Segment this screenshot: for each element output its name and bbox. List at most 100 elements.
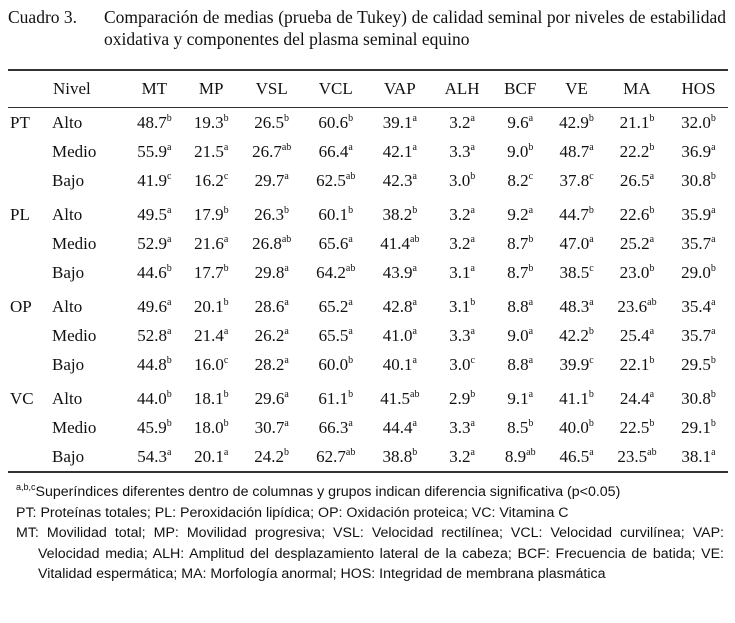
cell: 62.7ab	[304, 442, 368, 472]
cell-value: 21.1	[619, 112, 650, 132]
cell: 49.6a	[126, 292, 183, 321]
cell-value: 26.7	[252, 141, 282, 161]
cell-superscript: a	[284, 296, 289, 308]
cell-superscript: b	[588, 417, 594, 429]
cell: 42.2b	[548, 321, 605, 350]
header-cell: BCF	[504, 79, 537, 98]
cell-superscript: a	[589, 296, 594, 308]
cell-superscript: b	[166, 417, 172, 429]
cell-value: 18.0	[193, 417, 224, 437]
cell-value: 3.1	[449, 262, 471, 282]
cell-value: 46.5	[559, 446, 590, 466]
cell: 55.9a	[126, 137, 183, 166]
cell: 52.9a	[126, 229, 183, 258]
cell-superscript: ab	[281, 233, 292, 245]
row: Bajo 41.9c 16.2c 29.7a 62.5ab 42.3a 3.0b 8.2c 37…	[8, 166, 728, 195]
cell: 36.9a	[669, 137, 728, 166]
cell-value: 24.2	[254, 446, 285, 466]
cell-superscript: b	[223, 112, 229, 124]
cell-value: 3.1	[448, 296, 471, 316]
cell-superscript: b	[588, 204, 594, 216]
cell-value: 47.0	[559, 233, 590, 253]
cell-value: 21.4	[194, 325, 224, 345]
cell: 8.2c	[492, 166, 548, 195]
table-header: Nivel MT MP VSL VCL VAP ALH BCF VE MA HOS	[8, 70, 728, 108]
cell-superscript: b	[348, 354, 354, 366]
cell: 48.3a	[548, 292, 605, 321]
cell: 18.0b	[183, 413, 240, 442]
cell-superscript: b	[166, 112, 172, 124]
cell-value: 3.3	[449, 141, 471, 161]
level: Bajo	[52, 170, 85, 190]
cell-value: 3.3	[449, 325, 471, 345]
cell: 42.1a	[368, 137, 432, 166]
cell-value: 44.7	[559, 204, 589, 224]
cell: 8.9ab	[492, 442, 548, 472]
cell-value: 60.6	[318, 112, 349, 132]
cell: 49.5a	[126, 200, 183, 229]
cell-superscript: a	[528, 112, 534, 124]
cell: 3.2a	[432, 200, 492, 229]
cell-superscript: a	[711, 296, 716, 308]
cell-value: 8.8	[507, 296, 529, 316]
cell: 29.5b	[669, 350, 728, 379]
cell: 22.2b	[605, 137, 669, 166]
cell: 21.6a	[183, 229, 240, 258]
header-cell: MT	[141, 79, 168, 98]
cell-superscript: b	[588, 112, 594, 124]
cell-value: 19.3	[193, 112, 224, 132]
caption-text: Comparación de medias (prueba de Tukey) …	[104, 7, 726, 49]
header-cell: ALH	[444, 79, 480, 98]
cell-superscript: a	[412, 354, 417, 366]
group-name: VC	[10, 388, 34, 408]
cell-superscript: a	[284, 262, 289, 274]
cell: 43.9a	[368, 258, 432, 287]
header-cell: VE	[565, 79, 588, 98]
cell: 42.8a	[368, 292, 432, 321]
cell: 64.2ab	[304, 258, 368, 287]
cell-superscript: a	[167, 325, 172, 337]
row: OP Alto 49.6a 20.1b 28.6a 65.2a 42.8a 3.1b 8.8a 4…	[8, 292, 728, 321]
header-cell: VAP	[383, 79, 416, 98]
cell: 44.0b	[126, 384, 183, 413]
cell-value: 39.1	[382, 112, 413, 132]
cell: 22.5b	[605, 413, 669, 442]
cell-value: 41.0	[382, 325, 413, 345]
cell-superscript: c	[589, 262, 594, 274]
cell-value: 41.9	[137, 170, 168, 190]
cell-value: 9.2	[507, 204, 529, 224]
cell-superscript: a	[412, 112, 417, 124]
cell-superscript: a	[167, 446, 172, 458]
cell-superscript: a	[470, 204, 475, 216]
cell-value: 26.8	[252, 233, 282, 253]
footnote: PT: Proteínas totales; PL: Peroxidación …	[16, 504, 569, 521]
cell-value: 8.5	[507, 417, 529, 437]
cell: 45.9b	[126, 413, 183, 442]
cell-superscript: b	[649, 112, 655, 124]
cell-superscript: b	[649, 417, 655, 429]
cell: 25.2a	[605, 229, 669, 258]
cell-superscript: b	[528, 262, 534, 274]
cell-superscript: a	[589, 141, 594, 153]
cell-superscript: a	[470, 325, 475, 337]
cell-superscript: b	[710, 112, 716, 124]
cell-value: 8.7	[507, 262, 529, 282]
cell: 25.4a	[605, 321, 669, 350]
cell-superscript: ab	[410, 388, 420, 400]
cell: 16.0c	[183, 350, 240, 379]
cell-superscript: b	[412, 204, 418, 216]
cell-superscript: b	[470, 388, 476, 400]
cell-value: 44.6	[137, 262, 167, 282]
cell-superscript: b	[710, 388, 716, 400]
cell-superscript: b	[223, 417, 229, 429]
level: Alto	[52, 388, 83, 408]
cell: 19.3b	[183, 108, 240, 138]
cell-superscript: ab	[647, 446, 657, 458]
cell-value: 65.6	[318, 233, 349, 253]
cell-superscript: a	[470, 233, 475, 245]
cell-superscript: a	[223, 141, 229, 153]
cell: 41.9c	[126, 166, 183, 195]
cell-superscript: ab	[345, 446, 356, 458]
cell-superscript: a	[528, 354, 534, 366]
cell: 29.0b	[669, 258, 728, 287]
